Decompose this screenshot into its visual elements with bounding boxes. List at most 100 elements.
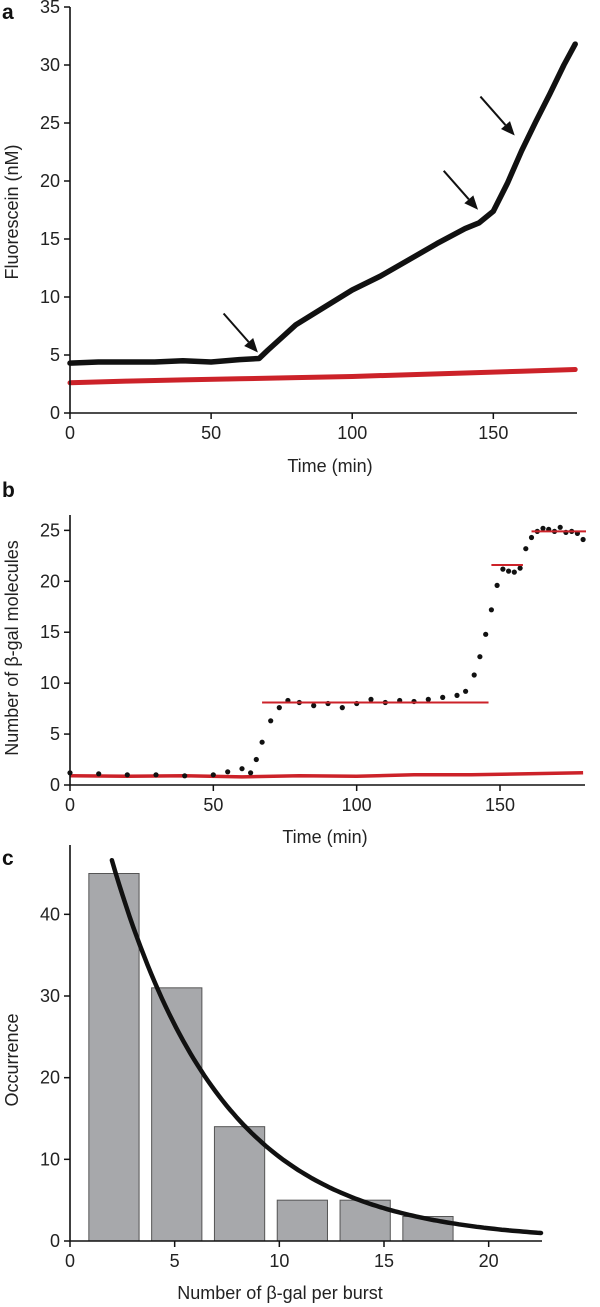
panel-b-series-line-red — [69, 771, 584, 779]
panel-a-y-tick-label: 5 — [50, 345, 60, 365]
panel-c-x-tick-label: 0 — [65, 1251, 75, 1271]
panel-a-arrow-shaft — [442, 170, 470, 200]
panel-a-y-ticks: 0 5 10 15 20 25 30 35 — [40, 0, 70, 423]
panel-b-data-point — [494, 582, 500, 589]
panel-b-data-point — [368, 696, 374, 703]
panel-a-series-line-2 — [67, 367, 578, 386]
panel-a-x-tick-label: 0 — [65, 423, 75, 443]
panel-a-arrow-head — [500, 121, 515, 136]
panel-b-data-point — [540, 525, 546, 531]
panel-b-data-point — [500, 566, 506, 572]
panel-b-data-point — [523, 546, 529, 552]
panel-b-y-tick-label: 10 — [40, 673, 60, 693]
panel-a-series-line-1 — [67, 41, 578, 366]
panel-b-y-ticks: 0 5 10 15 20 25 — [40, 520, 70, 795]
panel-a-x-tick-label: 100 — [337, 423, 367, 443]
panel-c-ylabel: Occurrence — [2, 1013, 22, 1106]
panel-c-y-ticks: 0 10 20 30 40 — [40, 904, 70, 1251]
panel-b-data-point — [248, 770, 254, 776]
panel-c-plot-area — [88, 857, 544, 1242]
panel-a-plot-area — [67, 41, 578, 386]
panel-b-data-point — [182, 773, 188, 779]
panel-c-y-tick-label: 30 — [40, 986, 60, 1006]
panel-b-y-tick-label: 25 — [40, 520, 60, 540]
panel-c-bar-4 — [276, 1199, 328, 1242]
panel-b-data-point — [488, 607, 494, 613]
panel-c-x-tick-label: 15 — [374, 1251, 394, 1271]
panel-c-xlabel: Number of β-gal per burst — [177, 1283, 382, 1303]
panel-b-y-tick-label: 5 — [50, 724, 60, 744]
panel-b-data-point — [477, 654, 483, 660]
panel-b-data-point — [483, 631, 489, 637]
panel-a-x-tick-label: 150 — [478, 423, 508, 443]
panel-b-axes — [69, 515, 585, 786]
panel-b-data-point — [463, 688, 469, 694]
panel-a-axes — [69, 7, 577, 414]
panel-a-arrow-shaft — [479, 95, 507, 126]
panel-c-x-tick-label: 20 — [479, 1251, 499, 1271]
panel-b-ylabel: Number of β-gal molecules — [2, 540, 22, 755]
panel-b-data-point — [268, 718, 274, 724]
panel-b-x-tick-label: 150 — [485, 795, 515, 815]
panel-c-axes — [69, 845, 542, 1242]
panel-b-data-point — [153, 772, 159, 778]
panel-a-x-ticks: 0 50 100 150 — [65, 413, 508, 443]
panel-c: c Occurrence Number of β-gal per burst 0… — [2, 845, 544, 1303]
panel-b-data-point — [511, 569, 517, 575]
panel-b-data-point — [124, 772, 130, 778]
panel-b-data-point — [580, 536, 586, 543]
panel-a-letter: a — [2, 1, 14, 24]
panel-a-arrow-shaft — [222, 312, 250, 343]
panel-a-y-tick-label: 20 — [40, 171, 60, 191]
panel-b-plot-area — [67, 524, 586, 779]
panel-b-x-ticks: 0 50 100 150 — [65, 785, 515, 815]
panel-b-y-tick-label: 15 — [40, 622, 60, 642]
panel-c-fit-curve — [109, 857, 544, 1236]
panel-b-data-point — [557, 524, 563, 530]
panel-b-data-point — [506, 568, 512, 574]
panel-b-data-point — [276, 705, 282, 711]
panel-c-y-tick-label: 0 — [50, 1231, 60, 1251]
panel-b-data-point — [339, 705, 345, 711]
panel-b-letter: b — [2, 479, 15, 502]
panel-a-y-tick-label: 0 — [50, 403, 60, 423]
panel-a-arrow-head — [464, 195, 479, 210]
panel-b-xlabel: Time (min) — [282, 827, 367, 847]
panel-b-data-point — [425, 696, 431, 703]
panel-b-data-point — [471, 672, 477, 678]
panel-b-data-point — [239, 766, 245, 772]
panel-a-xlabel: Time (min) — [287, 456, 372, 476]
panel-b-x-tick-label: 0 — [65, 795, 75, 815]
panel-c-letter: c — [2, 847, 14, 870]
panel-b-data-point — [440, 694, 446, 701]
panel-c-y-tick-label: 20 — [40, 1068, 60, 1088]
panel-a-arrow-head — [244, 338, 258, 353]
panel-c-bar-3 — [213, 1126, 266, 1242]
panel-a-y-tick-label: 30 — [40, 55, 60, 75]
panel-a-ylabel: Fluorescein (nM) — [2, 144, 22, 279]
panel-b-data-point — [210, 772, 216, 778]
panel-b-data-point — [259, 739, 265, 745]
panel-a-y-tick-label: 15 — [40, 229, 60, 249]
panel-b-data-point — [311, 703, 317, 709]
panel-a-x-tick-label: 50 — [201, 423, 221, 443]
panel-b-data-point — [253, 756, 259, 763]
panel-c-x-tick-label: 5 — [170, 1251, 180, 1271]
panel-b-data-point — [96, 771, 102, 777]
panel-b-y-tick-label: 0 — [50, 775, 60, 795]
panel-a-y-tick-label: 10 — [40, 287, 60, 307]
panel-c-y-tick-label: 10 — [40, 1149, 60, 1169]
panel-a-y-tick-label: 25 — [40, 113, 60, 133]
panel-c-y-tick-label: 40 — [40, 904, 60, 924]
panel-b-y-tick-label: 20 — [40, 571, 60, 591]
panel-b-data-point — [517, 565, 523, 571]
panel-b-data-point — [454, 692, 460, 699]
panel-a: a Fluorescein (nM) Time (min) 0 50 100 150 … — [2, 0, 578, 476]
panel-a-y-tick-label: 35 — [40, 0, 60, 17]
panel-b-data-point — [225, 769, 231, 775]
panel-c-x-ticks: 0 5 10 15 20 — [65, 1241, 499, 1271]
panel-b-x-tick-label: 100 — [342, 795, 372, 815]
panel-b-data-point — [528, 534, 535, 541]
panel-c-bar-1 — [88, 873, 140, 1242]
